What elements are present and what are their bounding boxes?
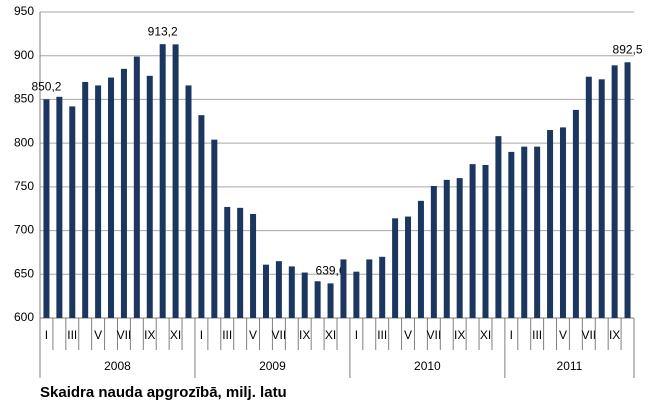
x-tick-label: I [355, 328, 358, 342]
bar [262, 264, 269, 318]
x-tick-label: V [249, 328, 257, 342]
year-label: 2010 [414, 359, 441, 373]
bar [237, 207, 244, 318]
y-tick-label: 650 [14, 266, 34, 280]
bar [534, 146, 541, 318]
year-label: 2011 [557, 359, 583, 373]
data-label: 913,2 [148, 24, 178, 38]
bar [443, 179, 450, 318]
bar [120, 68, 127, 318]
x-tick-label: VII [427, 328, 442, 342]
bar [314, 281, 321, 318]
bar [521, 146, 528, 318]
chart-title: Skaidra nauda apgrozībā, milj. latu [40, 384, 287, 401]
x-tick-label: I [510, 328, 513, 342]
y-tick-label: 950 [14, 4, 34, 18]
bar [598, 79, 605, 318]
bar [495, 136, 502, 318]
bar [82, 81, 89, 318]
bar [611, 65, 618, 319]
bar [56, 96, 63, 318]
year-label: 2008 [104, 359, 131, 373]
x-tick-label: III [222, 328, 232, 342]
bar [43, 99, 50, 318]
bar [288, 266, 295, 318]
bar [624, 62, 631, 319]
x-tick-label: I [45, 328, 48, 342]
y-tick-label: 700 [14, 223, 34, 237]
bar [340, 259, 347, 318]
bar [198, 115, 205, 318]
bar [275, 261, 282, 318]
bar [366, 259, 373, 318]
bar [250, 213, 257, 318]
bar [559, 127, 566, 318]
bar [69, 106, 76, 319]
y-tick-label: 800 [14, 135, 34, 149]
x-tick-label: XI [480, 328, 491, 342]
bar [585, 76, 592, 318]
bar [547, 130, 554, 318]
x-tick-label: IX [609, 328, 620, 342]
x-tick-label: IX [454, 328, 465, 342]
bar [185, 85, 192, 318]
bar [133, 56, 140, 319]
bar [430, 185, 437, 318]
x-tick-label: IX [299, 328, 310, 342]
bar [379, 256, 386, 318]
bar [211, 139, 218, 318]
bar [353, 271, 360, 318]
x-tick-label: VII [581, 328, 596, 342]
x-tick-label: V [559, 328, 567, 342]
data-label: 892,5 [613, 42, 643, 56]
x-tick-label: XI [170, 328, 181, 342]
bar [224, 206, 231, 318]
x-tick-label: III [532, 328, 542, 342]
bar [108, 77, 115, 318]
x-tick-label: V [404, 328, 412, 342]
bar [508, 151, 515, 318]
x-tick-label: VII [117, 328, 132, 342]
bar [456, 178, 463, 318]
bar [327, 283, 334, 318]
data-label: 850,2 [31, 79, 61, 93]
data-label: 639,6 [316, 264, 346, 278]
bar [405, 216, 412, 318]
x-tick-label: IX [144, 328, 155, 342]
x-tick-label: VII [272, 328, 287, 342]
y-tick-label: 750 [14, 179, 34, 193]
bar [95, 85, 102, 318]
bar [146, 75, 153, 318]
bar [572, 109, 579, 318]
bar [469, 164, 476, 318]
x-tick-label: III [377, 328, 387, 342]
x-tick-label: I [200, 328, 203, 342]
bar [159, 44, 166, 319]
y-tick-label: 600 [14, 310, 34, 324]
bar [172, 44, 179, 318]
y-tick-label: 900 [14, 48, 34, 62]
year-label: 2009 [259, 359, 286, 373]
x-tick-label: V [94, 328, 102, 342]
bar [301, 272, 308, 318]
bar [482, 165, 489, 318]
bar [392, 218, 399, 318]
y-tick-label: 850 [14, 92, 34, 106]
x-tick-label: III [67, 328, 77, 342]
bar [417, 200, 424, 318]
x-tick-label: XI [325, 328, 336, 342]
